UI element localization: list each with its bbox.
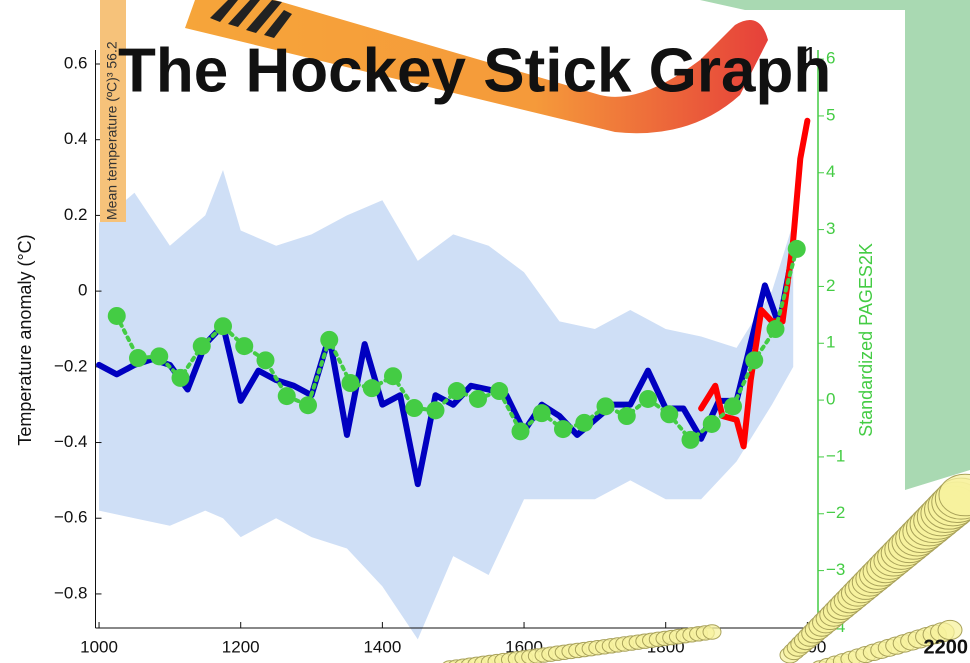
chart: 1000120014001600180020000.60.40.20−0.2−0… — [0, 0, 970, 663]
series-dot — [172, 369, 190, 387]
y2-tick-label: −2 — [826, 503, 845, 522]
series-dot — [575, 414, 593, 432]
series-dot — [597, 397, 615, 415]
series-dot — [788, 240, 806, 258]
series-dot — [108, 307, 126, 325]
x-tick-label: 1200 — [222, 637, 260, 656]
series-dot — [469, 390, 487, 408]
y-tick-label: 0.6 — [64, 53, 88, 72]
plot: 1000120014001600180020000.60.40.20−0.2−0… — [54, 49, 845, 657]
x-tick-label: 1400 — [363, 637, 401, 656]
y2-tick-label: 5 — [826, 105, 835, 124]
series-dot — [129, 349, 147, 367]
corner-label: 2200 — [924, 636, 969, 658]
y-tick-label: −0.4 — [54, 432, 88, 451]
y-tick-label: 0 — [78, 281, 87, 300]
y-tick-label: −0.6 — [54, 508, 88, 527]
series-dot — [660, 405, 678, 423]
series-dot — [533, 404, 551, 422]
uncertainty-band — [99, 170, 793, 639]
y-tick-label: 0.2 — [64, 205, 88, 224]
series-dot — [490, 382, 508, 400]
y2-axis-label: Standardized PAGES2K — [856, 243, 876, 437]
series-dot — [214, 317, 232, 335]
series-dot — [193, 337, 211, 355]
y2-tick-label: −1 — [826, 446, 845, 465]
series-dot — [405, 399, 423, 417]
y-tick-label: −0.8 — [54, 583, 88, 602]
series-dot — [150, 347, 168, 365]
y2-tick-label: 0 — [826, 390, 835, 409]
series-dot — [320, 331, 338, 349]
series-dot — [427, 401, 445, 419]
decor-circle — [703, 625, 721, 639]
series-dot — [767, 320, 785, 338]
y2-tick-label: 1 — [826, 333, 835, 352]
series-dot — [299, 396, 317, 414]
y-tick-label: 0.4 — [64, 129, 88, 148]
series-dot — [384, 367, 402, 385]
x-tick-label: 1000 — [80, 637, 118, 656]
series-dot — [257, 351, 275, 369]
series-dot — [618, 407, 636, 425]
series-dot — [745, 351, 763, 369]
y-axis-label: Temperature anomaly (°C) — [15, 234, 35, 445]
series-dot — [363, 379, 381, 397]
chart-title: The Hockey Stick Graph — [118, 36, 831, 105]
title-superscript: 1 — [803, 41, 817, 71]
series-dot — [639, 390, 657, 408]
series-dot — [554, 420, 572, 438]
series-dot — [235, 337, 253, 355]
y2-tick-label: 2 — [826, 276, 835, 295]
series-dot — [342, 374, 360, 392]
series-dot — [703, 415, 721, 433]
series-dot — [724, 397, 742, 415]
series-dot — [278, 387, 296, 405]
series-dot — [682, 431, 700, 449]
series-dot — [448, 382, 466, 400]
y2-tick-label: 4 — [826, 162, 835, 181]
series-dot — [512, 422, 530, 440]
y2-tick-label: 3 — [826, 219, 835, 238]
y2-tick-label: −3 — [826, 560, 845, 579]
y-tick-label: −0.2 — [54, 356, 88, 375]
